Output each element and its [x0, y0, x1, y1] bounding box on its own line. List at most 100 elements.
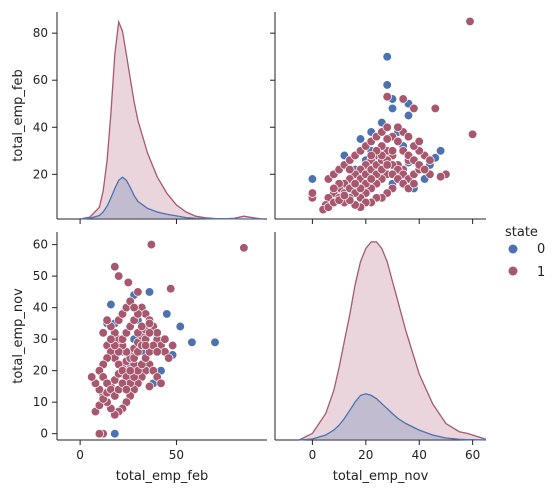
- y-tick-label: 20: [33, 167, 48, 181]
- x-tick-label: 40: [412, 448, 427, 462]
- x-axis-label: total_emp_nov: [333, 469, 429, 484]
- point-state-1: [393, 136, 403, 147]
- panel-kde-feb: 20 40 60 80 total_emp_feb: [11, 12, 267, 224]
- point-state-0: [387, 103, 398, 114]
- kde-fill-state-0: [80, 177, 264, 219]
- point-state-1: [129, 302, 139, 313]
- point-state-1: [102, 315, 112, 325]
- point-state-1: [87, 372, 97, 382]
- point-state-1: [409, 103, 419, 114]
- kde-fill-state-1: [299, 241, 486, 440]
- point-state-1: [137, 321, 147, 332]
- point-state-1: [156, 378, 166, 388]
- point-state-1: [164, 353, 174, 363]
- point-state-1: [94, 429, 105, 439]
- x-tick-label: 50: [169, 448, 184, 462]
- point-state-1: [110, 262, 120, 272]
- y-tick-label: 10: [33, 395, 48, 409]
- y-tick-label: 60: [33, 238, 48, 252]
- point-state-1: [307, 188, 318, 198]
- point-state-1: [345, 164, 355, 175]
- point-state-0: [382, 52, 392, 62]
- x-tick-label: 20: [358, 448, 373, 462]
- point-state-0: [187, 337, 197, 347]
- point-state-1: [106, 334, 116, 344]
- point-state-1: [144, 381, 155, 392]
- point-state-1: [398, 94, 408, 104]
- legend-marker-1: [508, 266, 518, 276]
- point-state-1: [382, 122, 392, 132]
- kde-line-state-0: [298, 393, 487, 441]
- y-tick-label: 60: [33, 73, 48, 87]
- point-state-0: [355, 134, 366, 144]
- point-state-1: [98, 328, 108, 338]
- point-state-1: [435, 172, 446, 182]
- point-state-1: [125, 366, 135, 376]
- point-state-1: [382, 92, 392, 102]
- y-axis-label: total_emp_feb: [11, 69, 26, 161]
- point-state-0: [162, 309, 172, 319]
- point-state-0: [403, 110, 414, 121]
- x-tick-label: 60: [465, 448, 480, 462]
- point-state-1: [366, 150, 376, 161]
- point-state-0: [435, 146, 446, 156]
- point-state-1: [382, 134, 392, 144]
- point-state-1: [409, 179, 419, 189]
- point-state-1: [467, 129, 478, 139]
- point-state-0: [210, 337, 220, 347]
- point-state-1: [166, 284, 176, 294]
- panel-scatter-feb-vs-nov: [270, 12, 486, 224]
- y-tick-label: 40: [33, 301, 48, 315]
- point-state-1: [465, 16, 475, 27]
- y-axis-label: total_emp_nov: [11, 288, 26, 384]
- y-tick-label: 50: [33, 269, 48, 283]
- kde-line-state-0: [80, 176, 264, 220]
- x-tick-label: 0: [309, 448, 317, 462]
- x-tick-label: 0: [76, 448, 84, 462]
- point-state-1: [425, 155, 435, 165]
- kde-fill-state-0: [299, 393, 486, 440]
- point-state-1: [144, 318, 155, 329]
- point-state-1: [419, 164, 430, 175]
- point-state-1: [152, 347, 162, 357]
- legend-label-1: 1: [537, 265, 545, 280]
- point-state-1: [329, 183, 339, 194]
- point-state-0: [307, 174, 318, 184]
- y-tick-label: 80: [33, 26, 48, 40]
- point-state-1: [239, 243, 249, 253]
- point-state-1: [414, 136, 424, 147]
- y-tick-label: 40: [33, 120, 48, 134]
- point-state-1: [114, 271, 124, 281]
- kde-line-state-1: [298, 241, 487, 441]
- point-state-1: [430, 103, 440, 114]
- point-state-1: [403, 132, 414, 142]
- point-state-0: [382, 80, 392, 90]
- point-state-1: [167, 340, 178, 351]
- y-tick-label: 30: [33, 332, 48, 346]
- legend-title: state: [505, 225, 538, 240]
- legend-marker-0: [508, 244, 518, 254]
- point-state-1: [121, 384, 132, 395]
- point-state-1: [146, 239, 157, 250]
- point-state-1: [350, 179, 360, 189]
- point-state-1: [123, 277, 133, 288]
- kde-fill-state-1: [80, 21, 264, 220]
- point-state-1: [133, 287, 143, 297]
- point-state-1: [387, 146, 398, 156]
- point-state-1: [144, 328, 155, 338]
- point-state-0: [110, 429, 120, 439]
- point-state-1: [160, 334, 170, 344]
- point-state-1: [339, 190, 350, 201]
- point-state-1: [382, 160, 392, 170]
- point-state-1: [366, 174, 376, 184]
- point-state-0: [175, 321, 185, 332]
- point-state-1: [140, 340, 151, 351]
- point-state-0: [106, 299, 116, 310]
- x-axis-label: total_emp_feb: [116, 469, 208, 484]
- y-tick-label: 20: [33, 364, 48, 378]
- panel-scatter-nov-vs-feb: 0 50 0 10 20 30 40 50 60 total_emp_feb total_emp_n…: [11, 232, 267, 484]
- legend-label-0: 0: [537, 242, 545, 257]
- point-state-1: [152, 328, 162, 338]
- legend: state 0 1: [505, 225, 545, 280]
